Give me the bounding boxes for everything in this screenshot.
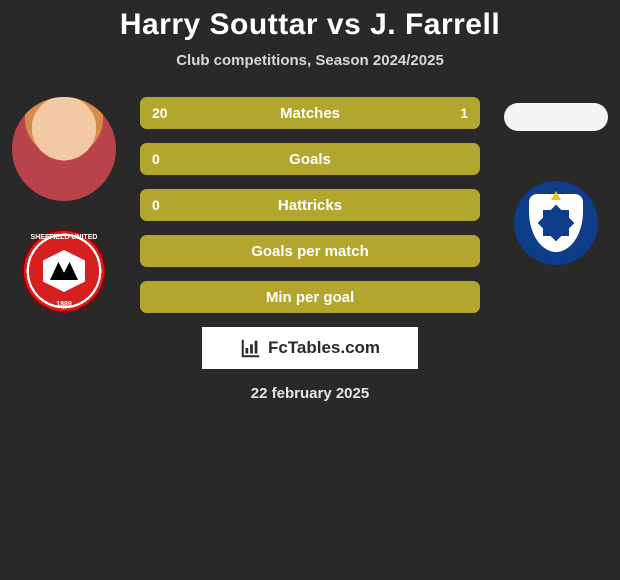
stat-row: 0Goals: [140, 143, 480, 175]
stat-label: Matches: [140, 105, 480, 122]
badge-text-top: SHEFFIELD UNITED: [24, 234, 104, 241]
watermark: FcTables.com: [202, 327, 418, 369]
stat-label: Min per goal: [140, 289, 480, 306]
stat-label: Goals per match: [140, 243, 480, 260]
star-icon: [543, 210, 569, 236]
date-label: 22 february 2025: [140, 385, 480, 402]
watermark-text: FcTables.com: [268, 338, 380, 358]
right-player-column: [500, 97, 612, 265]
stat-row: 201Matches: [140, 97, 480, 129]
page-title: Harry Souttar vs J. Farrell: [0, 0, 620, 42]
stat-label: Hattricks: [140, 197, 480, 214]
portsmouth-shield: [529, 194, 583, 252]
comparison-panel: SHEFFIELD UNITED 1889 201Matches 0Goals 0H…: [0, 97, 620, 402]
left-player-column: SHEFFIELD UNITED 1889: [8, 97, 120, 313]
stat-label: Goals: [140, 151, 480, 168]
player-face-placeholder: [12, 97, 116, 201]
right-player-photo: [504, 103, 608, 131]
stat-row: Min per goal: [140, 281, 480, 313]
left-player-photo: [12, 97, 116, 201]
left-club-badge: SHEFFIELD UNITED 1889: [22, 229, 106, 313]
stats-column: 201Matches 0Goals 0Hattricks Goals per matc…: [140, 97, 480, 402]
stat-row: Goals per match: [140, 235, 480, 267]
stat-row: 0Hattricks: [140, 189, 480, 221]
subtitle: Club competitions, Season 2024/2025: [0, 52, 620, 69]
badge-text-bottom: 1889: [24, 301, 104, 308]
right-club-badge: [514, 181, 598, 265]
chart-icon: [240, 337, 262, 359]
